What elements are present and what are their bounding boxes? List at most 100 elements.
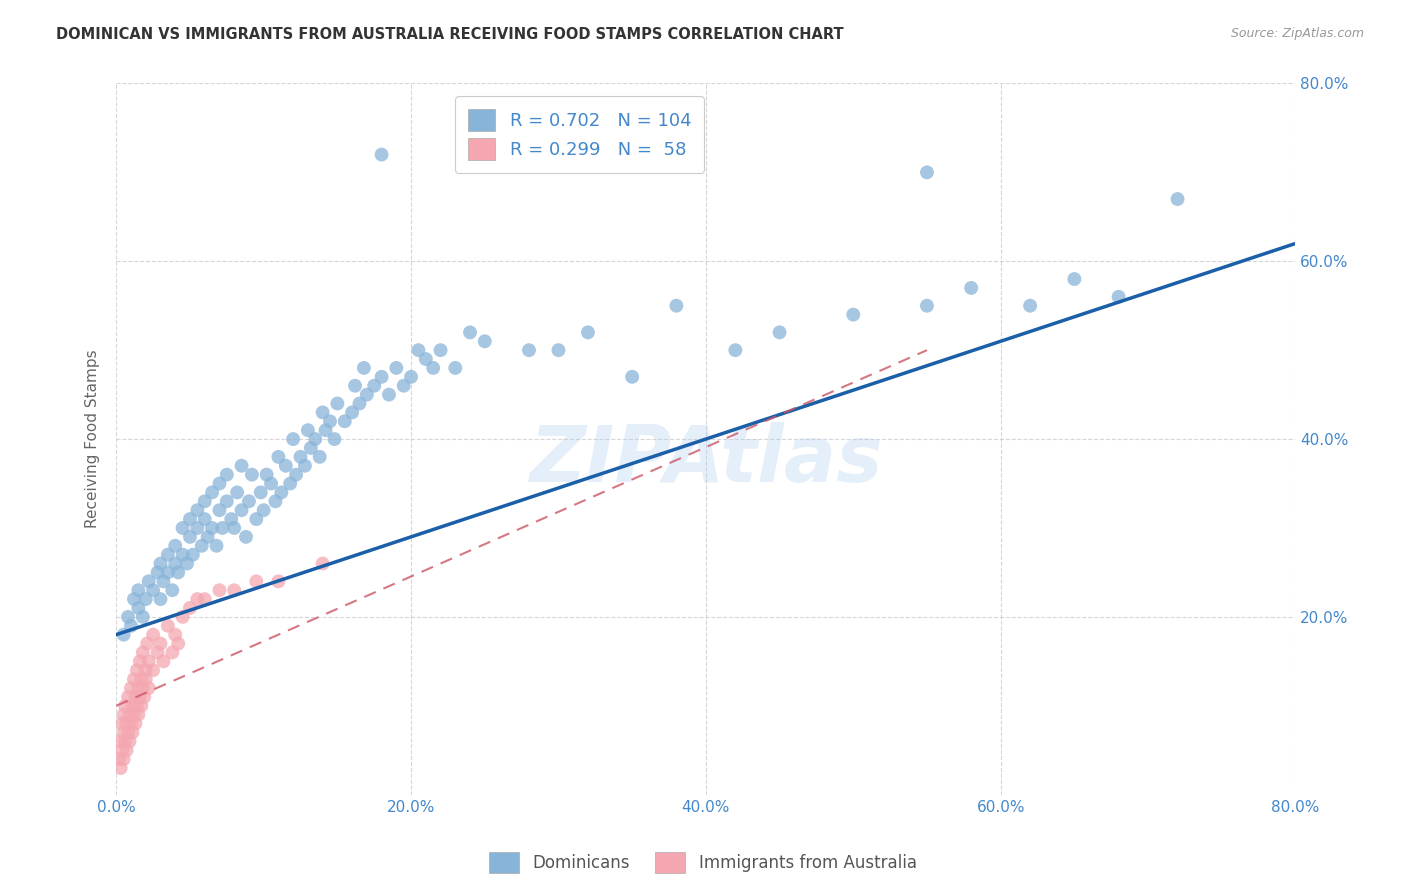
Point [915,299,938,313]
Point [235,530,257,544]
Point [186,592,208,607]
Point [149,636,172,650]
Point [172,548,194,562]
Point [117,610,139,624]
Point [122,707,145,722]
Point [915,165,938,179]
Point [517,343,540,358]
Point [142,628,165,642]
Point [385,360,408,375]
Point [117,690,139,704]
Point [138,681,160,695]
Point [665,299,688,313]
Point [127,681,149,695]
Point [308,450,330,464]
Point [311,405,333,419]
Text: DOMINICAN VS IMMIGRANTS FROM AUSTRALIA RECEIVING FOOD STAMPS CORRELATION CHART: DOMINICAN VS IMMIGRANTS FROM AUSTRALIA R… [56,27,844,42]
Point [152,574,174,589]
Point [125,663,148,677]
Point [474,334,496,349]
Point [415,352,437,367]
Point [172,521,194,535]
Point [429,343,451,358]
Point [165,557,187,571]
Point [323,432,346,446]
Point [363,378,385,392]
Point [122,672,145,686]
Point [768,326,790,340]
Point [724,343,747,358]
Point [340,405,363,419]
Point [267,450,290,464]
Point [1108,290,1130,304]
Point [194,512,217,526]
Point [576,326,599,340]
Text: ZIPAtlas: ZIPAtlas [529,423,883,499]
Point [197,530,219,544]
Point [146,645,169,659]
Point [131,698,153,713]
Point [333,414,356,428]
Point [112,752,135,766]
Point [231,503,253,517]
Point [238,494,260,508]
Point [128,654,150,668]
Point [270,485,292,500]
Point [118,707,141,722]
Point [245,574,267,589]
Point [392,378,415,392]
Point [211,521,233,535]
Point [260,476,283,491]
Point [1167,192,1189,206]
Point [134,690,156,704]
Point [249,485,271,500]
Point [245,512,267,526]
Point [132,610,155,624]
Point [344,378,367,392]
Point [194,494,217,508]
Point [264,494,287,508]
Point [422,360,444,375]
Point [111,716,134,731]
Point [315,423,337,437]
Point [353,360,375,375]
Point [115,743,138,757]
Point [115,716,138,731]
Point [125,698,148,713]
Point [297,423,319,437]
Point [146,566,169,580]
Point [132,681,155,695]
Point [219,512,242,526]
Point [136,636,159,650]
Point [621,369,644,384]
Point [224,583,246,598]
Point [294,458,316,473]
Point [179,530,201,544]
Point [128,690,150,704]
Point [118,734,141,748]
Point [842,308,865,322]
Point [124,716,146,731]
Point [378,387,401,401]
Legend: Dominicans, Immigrants from Australia: Dominicans, Immigrants from Australia [482,846,924,880]
Point [290,450,312,464]
Point [399,369,422,384]
Point [167,636,190,650]
Point [274,458,297,473]
Point [121,698,143,713]
Point [201,521,224,535]
Point [138,574,160,589]
Point [215,467,238,482]
Point [311,557,333,571]
Point [149,557,172,571]
Point [205,539,228,553]
Point [547,343,569,358]
Point [120,716,142,731]
Point [208,476,231,491]
Point [127,601,149,615]
Point [156,619,179,633]
Text: Source: ZipAtlas.com: Source: ZipAtlas.com [1230,27,1364,40]
Point [165,628,187,642]
Point [960,281,983,295]
Point [124,690,146,704]
